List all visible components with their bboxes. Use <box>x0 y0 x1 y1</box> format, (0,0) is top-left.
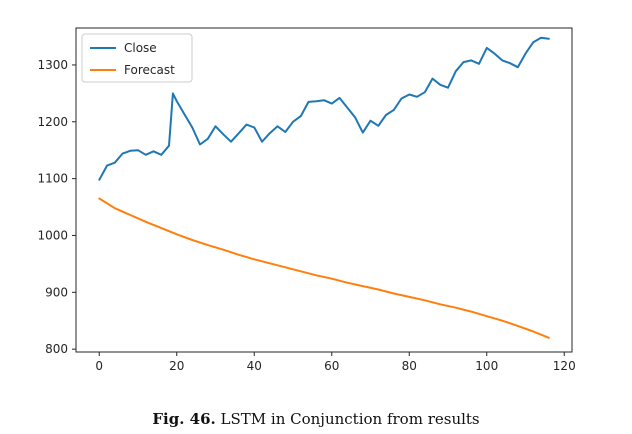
y-tick-label: 800 <box>45 342 68 356</box>
x-tick-label: 20 <box>169 359 184 373</box>
x-tick-label: 80 <box>402 359 417 373</box>
series-layer <box>98 36 550 339</box>
figure-caption-text: LSTM in Conjunction from results <box>220 410 480 428</box>
figure-number: Fig. 46. <box>152 410 216 428</box>
y-tick-label: 1100 <box>37 172 68 186</box>
series-line-forecast <box>98 197 550 339</box>
legend-label-forecast: Forecast <box>124 63 175 77</box>
series-line-close <box>98 36 550 181</box>
line-chart: 0 20 40 60 80 100 120 800 900 1000 1100 1200 1300 C… <box>37 27 576 373</box>
y-tick-label: 900 <box>45 285 68 299</box>
x-tick-label: 100 <box>475 359 498 373</box>
y-tick-label: 1300 <box>37 58 68 72</box>
x-axis: 0 20 40 60 80 100 120 <box>95 352 576 373</box>
y-tick-label: 1000 <box>37 228 68 242</box>
x-tick-label: 40 <box>247 359 262 373</box>
legend: Close Forecast <box>81 33 193 83</box>
x-tick-label: 0 <box>95 359 103 373</box>
x-tick-label: 120 <box>553 359 576 373</box>
x-tick-label: 60 <box>324 359 339 373</box>
legend-label-close: Close <box>124 41 157 55</box>
figure-caption: Fig. 46. LSTM in Conjunction from result… <box>0 410 632 428</box>
y-axis: 800 900 1000 1100 1200 1300 <box>37 58 76 356</box>
y-tick-label: 1200 <box>37 115 68 129</box>
